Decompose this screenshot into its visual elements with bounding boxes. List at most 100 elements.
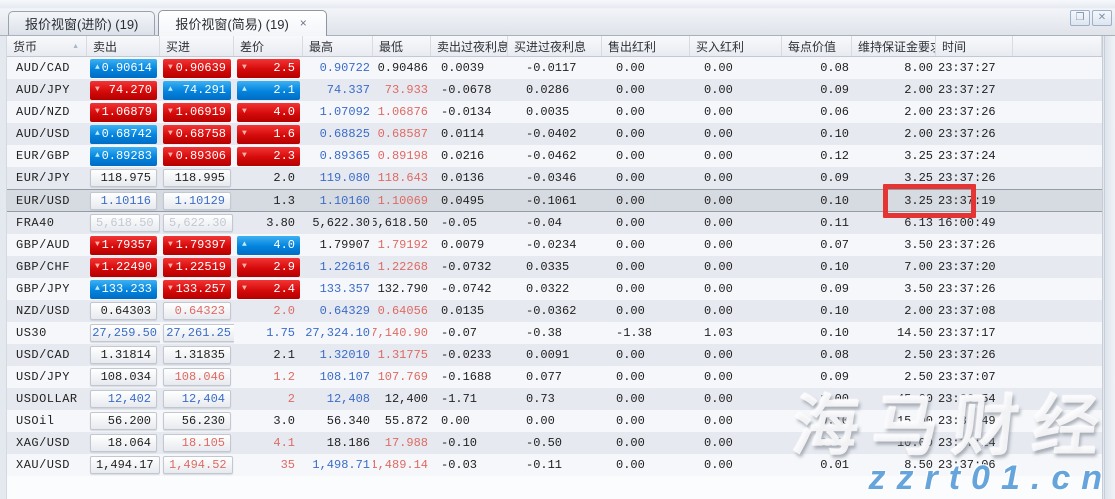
sell-price-button[interactable]: 1.31814 [90,346,157,364]
sell-price-button[interactable]: ▲ 0.89283 [90,146,157,166]
column-header-margin[interactable]: 维持保证金要求 [852,36,936,56]
column-header-sell_div[interactable]: 售出红利 [602,36,690,56]
cell-buy_swap: -0.0362 [526,304,577,318]
buy-price-button[interactable]: 1.31835 [163,346,231,364]
quote-row-xau-usd[interactable]: XAU/USD 1,494.17 1,494.52 35 1,498.71 1,489.1… [7,454,1102,476]
cell-spread: ▼ 1.6 [234,123,303,145]
cell-sell_div: 0.00 [616,171,645,185]
sell-price-button[interactable]: 18.064 [90,434,157,452]
cell-sell: 5,618.50 [87,212,160,234]
price-value: 1.79397 [175,238,226,252]
cell-buy: 5,622.30 [160,212,234,234]
quote-row-eur-usd[interactable]: EUR/USD 1.10116 1.10129 1.3 1.10160 1.10069 0.… [7,189,1102,212]
column-header-high[interactable]: 最高 [303,36,373,56]
cell-buy_div: 0.00 [704,392,733,406]
cell-sell_swap: -0.07 [441,326,478,340]
buy-price-button[interactable]: ▼ 1.06919 [163,102,231,122]
sell-price-button[interactable]: 108.034 [90,368,157,386]
buy-price-button[interactable]: ▼ 0.90639 [163,58,231,78]
buy-price-button[interactable]: 12,404 [163,390,231,408]
sell-price-button[interactable]: ▼ 1.79357 [90,235,157,255]
sell-price-button[interactable]: 12,402 [90,390,157,408]
quote-row-eur-gbp[interactable]: EUR/GBP ▲ 0.89283 ▼ 0.89306 ▼ 2.3 0.89365 0.8919… [7,145,1102,167]
buy-price-button[interactable]: ▲ 74.291 [163,80,231,100]
buy-price-button[interactable]: ▼ 0.89306 [163,146,231,166]
column-header-symbol[interactable]: 货币 ▲ [7,36,87,56]
tab-quotes-simple[interactable]: 报价视窗(简易) (19) × [158,10,327,36]
cell-low: 1.22268 [377,260,428,274]
sell-price-button[interactable]: ▲ 0.90614 [90,58,157,78]
quote-row-aud-nzd[interactable]: AUD/NZD ▼ 1.06879 ▼ 1.06919 ▼ 4.0 1.07092 1.0687… [7,101,1102,123]
tab-quotes-advanced[interactable]: 报价视窗(进阶) (19) [8,11,156,35]
sell-price-button[interactable]: 118.975 [90,169,157,187]
sell-price-button[interactable]: 27,259.50 [90,324,160,342]
quote-row-fra40[interactable]: FRA40 5,618.50 5,622.30 3.80 5,622.30 5,618.5… [7,212,1102,234]
restore-window-button[interactable]: ❒ [1070,10,1090,26]
quote-row-eur-jpy[interactable]: EUR/JPY 118.975 118.995 2.0 119.080 118.643 0.… [7,167,1102,189]
sell-price-button[interactable]: 5,618.50 [90,214,160,232]
buy-price-button[interactable]: ▼ 1.79397 [163,235,231,255]
column-header-spread[interactable]: 差价 [234,36,303,56]
sell-price-button[interactable]: ▼ 1.06879 [90,102,157,122]
buy-price-button[interactable]: 1,494.52 [163,456,233,474]
cell-margin: 10.00 [896,436,933,450]
quote-row-gbp-aud[interactable]: GBP/AUD ▼ 1.79357 ▼ 1.79397 ▲ 4.0 1.79907 1.7919… [7,234,1102,256]
sell-price-button[interactable]: 1.10116 [90,191,157,210]
buy-price-button[interactable]: ▼ 1.22519 [163,257,231,277]
cell-symbol: USOil [16,414,55,428]
sell-price-button[interactable]: 56.200 [90,412,157,430]
quote-row-xag-usd[interactable]: XAG/USD 18.064 18.105 4.1 18.186 17.988 -0.10 -… [7,432,1102,454]
quote-row-gbp-chf[interactable]: GBP/CHF ▼ 1.22490 ▼ 1.22519 ▼ 2.9 1.22616 1.2226… [7,256,1102,278]
quote-row-aud-usd[interactable]: AUD/USD ▲ 0.68742 ▼ 0.68758 ▼ 1.6 0.68825 0.6858… [7,123,1102,145]
buy-price-button[interactable]: 1.10129 [163,191,231,210]
price-up-icon: ▲ [95,284,100,293]
close-window-button[interactable]: ✕ [1092,10,1112,26]
buy-price-button[interactable]: ▼ 133.257 [163,279,231,299]
sell-price-button[interactable]: ▲ 0.68742 [90,124,157,144]
sell-price-button[interactable]: ▲ 133.233 [90,279,157,299]
buy-price-button[interactable]: ▼ 0.68758 [163,124,231,144]
buy-price-button[interactable]: 118.995 [163,169,231,187]
window-top-strip [0,0,1115,9]
quote-row-nzd-usd[interactable]: NZD/USD 0.64303 0.64323 2.0 0.64329 0.64056 0.… [7,300,1102,322]
quote-row-aud-cad[interactable]: AUD/CAD ▲ 0.90614 ▼ 0.90639 ▼ 2.5 0.90722 0.9048… [7,57,1102,79]
buy-price-button[interactable]: 5,622.30 [163,214,233,232]
column-header-buy[interactable]: 买进 [160,36,234,56]
cell-high: 74.337 [326,83,370,97]
cell-high: 1.32010 [319,348,370,362]
sell-price-button[interactable]: 0.64303 [90,302,157,320]
tab-close-icon[interactable]: × [299,15,307,30]
cell-time: 23:37:27 [938,83,996,97]
quote-row-usd-jpy[interactable]: USD/JPY 108.034 108.046 1.2 108.107 107.769 -0… [7,366,1102,388]
cell-buy_swap: 0.0091 [526,348,570,362]
quote-row-usoil[interactable]: USOil 56.200 56.230 3.0 56.340 55.872 0.00 0.00… [7,410,1102,432]
column-header-low[interactable]: 最低 [373,36,431,56]
cell-pip: 0.08 [820,348,849,362]
quote-row-gbp-jpy[interactable]: GBP/JPY ▲ 133.233 ▼ 133.257 ▼ 2.4 133.357 132.79… [7,278,1102,300]
column-header-sell[interactable]: 卖出 [87,36,160,56]
column-header-time[interactable]: 时间 [936,36,1013,56]
buy-price-button[interactable]: 27,261.25 [163,324,234,342]
sell-price-button[interactable]: ▼ 74.270 [90,80,157,100]
column-header-sell_swap[interactable]: 卖出过夜利息 [431,36,508,56]
cell-low: 1.79192 [377,238,428,252]
cell-symbol: EUR/USD [16,193,70,208]
quote-row-usd-cad[interactable]: USD/CAD 1.31814 1.31835 2.1 1.32010 1.31775 -0… [7,344,1102,366]
spread-up-icon: ▲ [242,85,247,94]
buy-price-button[interactable]: 56.230 [163,412,231,430]
column-header-buy_div[interactable]: 买入红利 [690,36,782,56]
buy-price-button[interactable]: 18.105 [163,434,231,452]
buy-price-button[interactable]: 0.64323 [163,302,231,320]
quote-row-usdollar[interactable]: USDOLLAR 12,402 12,404 2 12,408 12,400 -1.71 0.… [7,388,1102,410]
cell-buy_div: 0.00 [704,282,733,296]
column-header-pip[interactable]: 每点价值 [782,36,852,56]
sell-price-button[interactable]: ▼ 1.22490 [90,257,157,277]
cell-buy: 118.995 [160,167,234,189]
column-header-buy_swap[interactable]: 买进过夜利息 [508,36,602,56]
sell-price-button[interactable]: 1,494.17 [90,456,160,474]
cell-margin: 3.25 [904,171,933,185]
buy-price-button[interactable]: 108.046 [163,368,231,386]
quote-row-aud-jpy[interactable]: AUD/JPY ▼ 74.270 ▲ 74.291 ▲ 2.1 74.337 73.933 -0.… [7,79,1102,101]
cell-buy: 1.10129 [160,190,234,211]
